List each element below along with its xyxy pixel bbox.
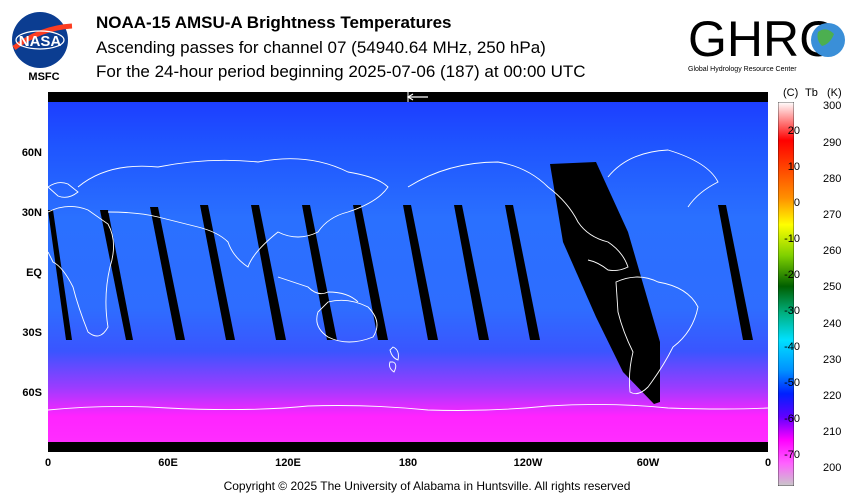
cb-k-240: 240 (823, 318, 842, 330)
cb-k-220: 220 (823, 390, 842, 402)
cb-c-minus60: -60 (784, 413, 800, 425)
large-data-gap (550, 162, 660, 404)
lat-label-30n: 30N (21, 207, 42, 219)
colorbar-celsius-header: (C) (783, 87, 799, 99)
orbit-gap (718, 205, 753, 340)
lon-label-60e: 60E (158, 457, 178, 469)
orbit-gap (200, 205, 235, 340)
cb-k-230: 230 (823, 354, 842, 366)
lon-label-0: 0 (44, 457, 52, 469)
period-subtitle: For the 24-hour period beginning 2025-07… (96, 62, 586, 81)
lon-label-180: 180 (398, 457, 418, 469)
lon-label-120w: 120W (513, 457, 543, 469)
msfc-label: MSFC (28, 71, 59, 83)
lon-label-120e: 120E (275, 457, 301, 469)
coastlines (48, 149, 768, 411)
colorbar-tb-header: Tb (805, 87, 818, 99)
orbit-gap (353, 205, 388, 340)
cb-k-260: 260 (823, 245, 842, 257)
orbit-gap (48, 210, 72, 340)
cb-k-250: 250 (823, 281, 842, 293)
cb-c-minus10: -10 (784, 233, 800, 245)
lat-label-30s: 30S (22, 327, 42, 339)
colorbar (778, 102, 794, 486)
cb-k-270: 270 (823, 209, 842, 221)
lon-label-0-end: 0 (764, 457, 772, 469)
cb-c-minus70: -70 (784, 449, 800, 461)
brightness-temperature-map (48, 92, 768, 452)
cb-k-300: 300 (823, 100, 842, 112)
nasa-logo-text: NASA (19, 33, 62, 50)
cb-c-minus50: -50 (784, 377, 800, 389)
orbit-gap (302, 205, 337, 340)
page-title: NOAA-15 AMSU-A Brightness Temperatures (96, 13, 452, 32)
cb-c-0: 0 (793, 197, 800, 209)
orbit-gap (454, 205, 489, 340)
south-no-data-band (48, 442, 768, 452)
ghrc-logo-text: GHRC (688, 11, 835, 67)
cb-c-20: 20 (787, 125, 800, 137)
lat-label-60s: 60S (22, 387, 42, 399)
cb-c-minus30: -30 (784, 305, 800, 317)
cb-c-10: 10 (787, 161, 800, 173)
channel-subtitle: Ascending passes for channel 07 (54940.6… (96, 38, 546, 57)
cb-c-minus40: -40 (784, 341, 800, 353)
orbit-gap (403, 205, 438, 340)
orbit-gap (251, 205, 286, 340)
colorbar-kelvin-header: (K) (827, 87, 842, 99)
cb-k-280: 280 (823, 173, 842, 185)
nasa-logo: NASA MSFC (12, 12, 73, 83)
cb-k-210: 210 (823, 426, 842, 438)
orbit-gap (150, 207, 185, 340)
cb-k-200: 200 (823, 462, 842, 474)
dateline-arrow-icon (406, 92, 428, 102)
lon-label-60w: 60W (636, 457, 660, 469)
cb-c-minus20: -20 (784, 269, 800, 281)
lat-label-60n: 60N (21, 147, 42, 159)
cb-k-290: 290 (823, 137, 842, 149)
ghrc-logo: GHRC Global Hydrology Resource Center (688, 11, 845, 73)
orbit-gaps (48, 162, 753, 404)
orbit-gap (100, 210, 133, 340)
ghrc-subtitle: Global Hydrology Resource Center (688, 66, 797, 73)
lat-label-eq: EQ (26, 267, 42, 279)
copyright-footer: Copyright © 2025 The University of Alaba… (223, 479, 631, 493)
orbit-gap (505, 205, 540, 340)
